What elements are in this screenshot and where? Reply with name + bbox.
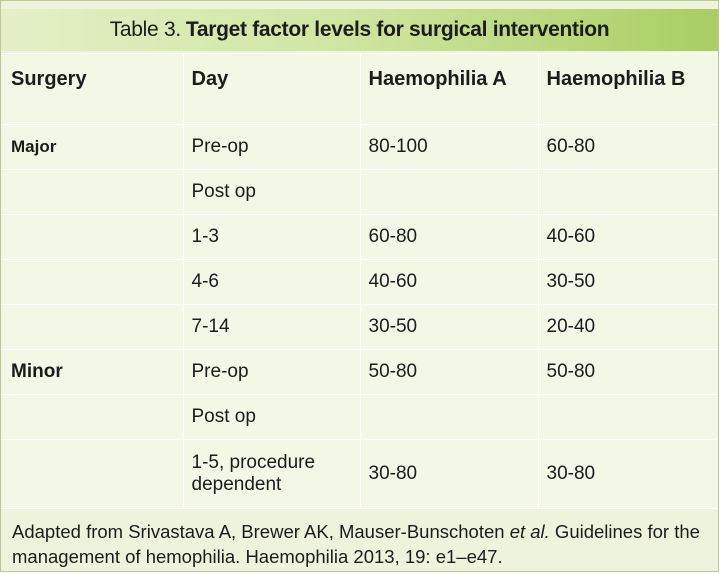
table-row: 1-5, procedure dependent 30-80 30-80 [1,439,718,509]
haemophilia-a-cell: 80-100 [359,124,539,170]
haemophilia-b-cell [537,394,718,440]
table-row: 4-6 40-60 30-50 [1,259,718,305]
table-row: 1-3 60-80 40-60 [1,214,718,260]
table-caption: Target factor levels for surgical interv… [185,18,610,41]
haemophilia-a-cell [359,169,539,215]
table-row: Post op [1,394,718,440]
column-header-haemophilia-b: Haemophilia B [537,53,718,125]
surgery-cell [1,214,184,260]
haemophilia-b-cell: 50-80 [537,349,718,395]
table-title: Table 3. Target factor levels for surgic… [1,9,718,51]
haemophilia-b-cell: 40-60 [537,214,718,260]
surgery-cell [1,304,184,350]
table-row: Post op [1,169,718,215]
haemophilia-a-cell: 30-50 [359,304,539,350]
day-cell: Post op [182,394,361,440]
column-header-surgery: Surgery [1,53,184,125]
haemophilia-a-cell: 60-80 [359,214,539,260]
surgery-cell: Major [1,124,184,170]
haemophilia-b-cell: 30-50 [537,259,718,305]
footnote-et-al: et al. [509,521,550,542]
table-number: Table 3. [109,18,181,41]
day-cell: Post op [182,169,361,215]
day-cell: 4-6 [182,259,361,305]
factor-levels-table: Surgery Day Haemophilia A Haemophilia B … [1,53,718,509]
haemophilia-a-cell: 30-80 [359,439,539,509]
haemophilia-a-cell [359,394,539,440]
surgery-cell [1,394,184,440]
day-cell: 1-5, procedure dependent [182,439,361,509]
table-row: Major Pre-op 80-100 60-80 [1,124,718,170]
day-cell: Pre-op [182,124,361,170]
surgery-cell [1,259,184,305]
footnote-text-start: Adapted from Srivastava A, Brewer AK, Ma… [12,521,510,542]
table-row: 7-14 30-50 20-40 [1,304,718,350]
surgery-cell: Minor [1,349,184,395]
haemophilia-b-cell [537,169,718,215]
haemophilia-b-cell: 60-80 [537,124,718,170]
haemophilia-b-cell: 20-40 [537,304,718,350]
haemophilia-a-cell: 40-60 [359,259,539,305]
column-header-haemophilia-a: Haemophilia A [359,53,539,125]
table-header-row: Surgery Day Haemophilia A Haemophilia B [1,53,718,125]
surgery-cell [1,169,184,215]
table-row: Minor Pre-op 50-80 50-80 [1,349,718,395]
table-footnote: Adapted from Srivastava A, Brewer AK, Ma… [1,508,718,570]
surgery-cell [1,439,184,509]
day-cell: 7-14 [182,304,361,350]
footnote-text-end: Guidelines for the management of hemophi… [12,521,700,567]
haemophilia-b-cell: 30-80 [537,439,718,509]
haemophilia-a-cell: 50-80 [359,349,539,395]
day-cell: 1-3 [182,214,361,260]
column-header-day: Day [182,53,361,125]
day-cell: Pre-op [182,349,361,395]
